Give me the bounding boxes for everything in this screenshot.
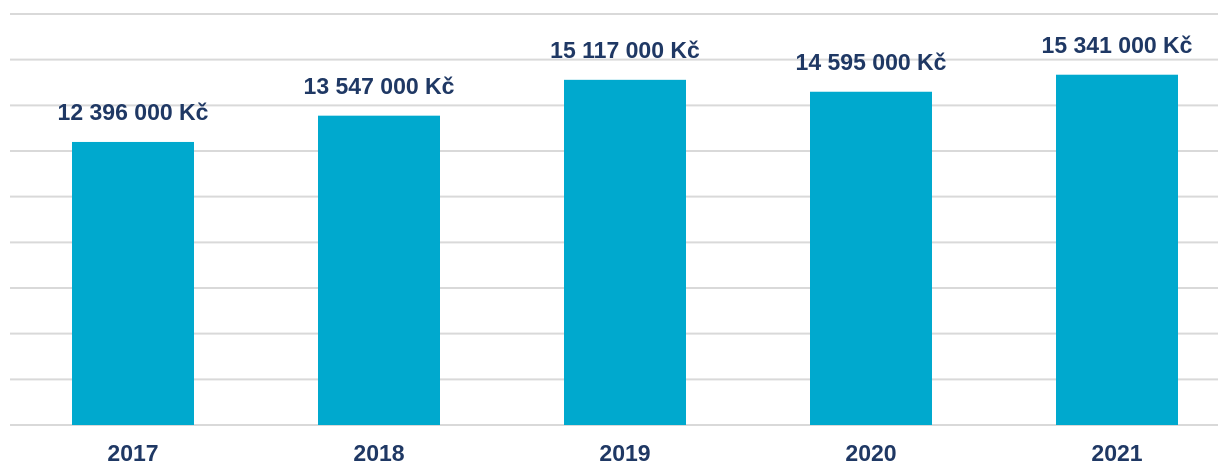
bar [318,115,440,426]
value-label: 13 547 000 Kč [304,73,455,99]
x-tick-label: 2020 [845,440,896,466]
value-label: 12 396 000 Kč [58,99,209,125]
bar [810,91,932,425]
x-tick-label: 2021 [1091,440,1142,466]
value-label: 14 595 000 Kč [796,49,947,75]
x-tick-label: 2018 [353,440,404,466]
bar [564,79,686,426]
bar [72,141,194,425]
value-label: 15 117 000 Kč [550,37,700,63]
x-tick-label: 2019 [599,440,650,466]
value-label: 15 341 000 Kč [1042,32,1193,58]
x-tick-label: 2017 [107,440,158,466]
bar [1056,74,1178,425]
